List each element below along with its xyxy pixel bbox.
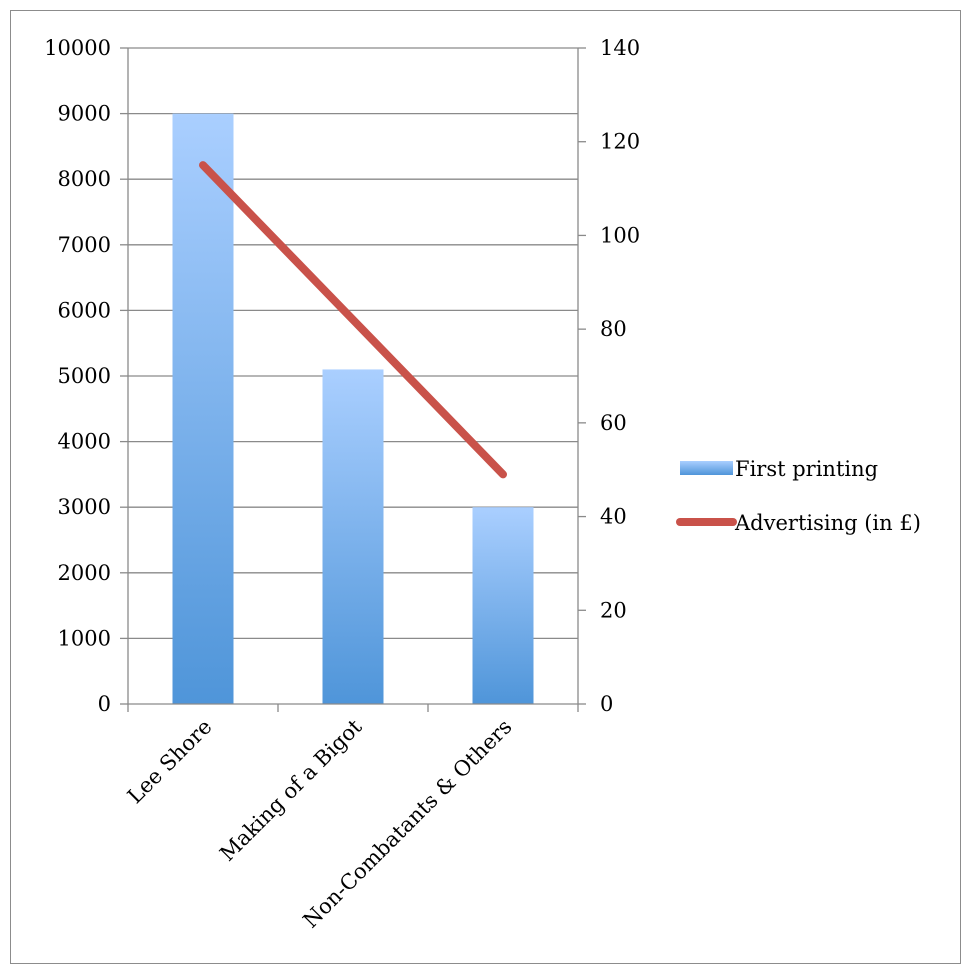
y-left-tick-label: 9000 bbox=[58, 102, 111, 126]
bar bbox=[172, 113, 234, 705]
y-left-tick-label: 5000 bbox=[58, 364, 111, 388]
axes bbox=[120, 47, 586, 712]
y-right-tick-label: 80 bbox=[600, 317, 627, 341]
y-right-tick-label: 60 bbox=[600, 411, 627, 435]
y-left-tick-label: 10000 bbox=[44, 36, 111, 60]
y-left-tick-label: 0 bbox=[98, 692, 111, 716]
y-left-tick-label: 6000 bbox=[58, 298, 111, 322]
y-right-tick-label: 100 bbox=[600, 223, 640, 247]
legend: First printing Advertising (in £) bbox=[676, 457, 921, 535]
x-category-label: Lee Shore bbox=[123, 715, 217, 809]
y-right-tick-label: 140 bbox=[600, 36, 640, 60]
y-left-tick-label: 3000 bbox=[58, 495, 111, 519]
y-left-tick-label: 8000 bbox=[58, 167, 111, 191]
bars bbox=[172, 113, 534, 705]
y-left-tick-label: 7000 bbox=[58, 233, 111, 257]
chart-frame bbox=[10, 10, 961, 964]
legend-label-advertising: Advertising (in £) bbox=[734, 511, 921, 535]
y-right-tick-label: 20 bbox=[600, 598, 627, 622]
bar bbox=[322, 369, 384, 704]
legend-swatch-first-printing bbox=[680, 461, 733, 475]
bar bbox=[472, 507, 534, 704]
y-right-tick-label: 0 bbox=[600, 692, 613, 716]
y-left-tick-label: 2000 bbox=[58, 561, 111, 585]
y-right-tick-label: 120 bbox=[600, 130, 640, 154]
legend-label-first-printing: First printing bbox=[735, 457, 878, 481]
y-left-tick-label: 1000 bbox=[58, 626, 111, 650]
line-series bbox=[199, 161, 507, 479]
y-left-tick-label: 4000 bbox=[58, 430, 111, 454]
x-category-label: Making of a Bigot bbox=[215, 714, 367, 866]
y-right-tick-label: 40 bbox=[600, 505, 627, 529]
